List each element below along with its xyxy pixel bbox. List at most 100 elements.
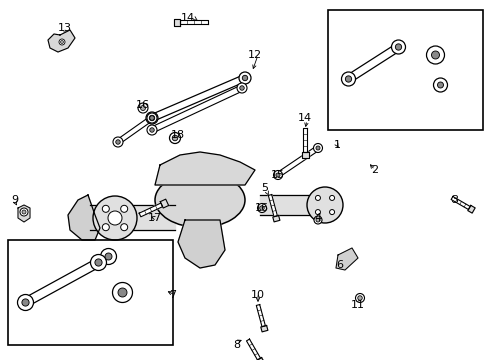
Circle shape [275,173,280,177]
Circle shape [149,116,154,120]
Circle shape [341,72,355,86]
Circle shape [121,224,127,231]
Bar [327,10,482,130]
Circle shape [169,132,180,144]
Circle shape [237,83,246,93]
Circle shape [101,248,116,265]
Circle shape [355,293,364,302]
Circle shape [118,288,127,297]
Polygon shape [301,152,308,158]
Text: 18: 18 [171,130,184,140]
Polygon shape [256,305,265,327]
Circle shape [22,299,29,306]
Text: 13: 13 [58,23,72,33]
Circle shape [149,128,154,132]
Circle shape [426,46,444,64]
Circle shape [116,140,120,144]
Polygon shape [346,44,400,82]
Polygon shape [174,18,180,26]
Text: 11: 11 [350,300,364,310]
Text: 2: 2 [371,165,378,175]
Text: 16: 16 [254,203,268,213]
Polygon shape [150,85,243,133]
Circle shape [257,203,266,212]
Text: 4: 4 [314,213,321,223]
Polygon shape [150,75,246,121]
Circle shape [138,103,148,113]
Circle shape [18,294,34,310]
Polygon shape [276,146,319,177]
Circle shape [90,255,106,270]
Circle shape [102,205,109,212]
Text: 14: 14 [181,13,195,23]
Circle shape [315,146,319,150]
Circle shape [93,196,137,240]
Polygon shape [116,116,153,144]
Circle shape [315,210,320,215]
Circle shape [433,78,447,92]
Circle shape [147,125,157,135]
Circle shape [430,51,439,59]
Polygon shape [260,195,325,215]
Circle shape [306,187,342,223]
Bar [8,240,173,345]
Text: 8: 8 [233,340,240,350]
Polygon shape [48,30,75,52]
Text: 10: 10 [250,290,264,300]
Circle shape [394,44,401,50]
Text: 6: 6 [336,260,343,270]
Circle shape [102,224,109,231]
Circle shape [345,76,351,82]
Circle shape [391,40,405,54]
Circle shape [357,296,362,300]
Circle shape [313,216,321,224]
Polygon shape [246,339,260,360]
Circle shape [315,218,319,222]
Polygon shape [272,216,279,222]
Circle shape [172,135,177,141]
Circle shape [59,39,65,45]
Text: 14: 14 [297,113,311,123]
Text: 17: 17 [148,213,162,223]
Polygon shape [90,205,175,230]
Circle shape [61,40,63,44]
Polygon shape [180,20,207,24]
Circle shape [239,86,244,90]
Text: 1: 1 [333,140,340,150]
Polygon shape [450,197,469,210]
Circle shape [22,210,26,214]
Text: 9: 9 [11,195,19,205]
Polygon shape [260,325,267,332]
Circle shape [108,211,122,225]
Polygon shape [256,357,264,360]
Circle shape [105,253,112,260]
Polygon shape [139,203,163,217]
Polygon shape [23,258,101,306]
Text: 3: 3 [450,195,458,205]
Circle shape [149,115,154,121]
Circle shape [140,105,145,111]
Polygon shape [68,195,100,240]
Polygon shape [18,205,30,222]
Circle shape [273,171,282,180]
Circle shape [329,210,334,215]
Circle shape [329,195,334,201]
Circle shape [242,75,247,81]
Polygon shape [268,194,277,217]
Circle shape [147,113,157,123]
Text: 7: 7 [169,290,176,300]
Circle shape [113,137,123,147]
Circle shape [20,208,28,216]
Circle shape [313,144,322,153]
Text: 12: 12 [247,50,262,60]
Text: 15: 15 [270,170,285,180]
Text: 5: 5 [261,183,268,193]
Circle shape [146,112,158,124]
Polygon shape [178,220,224,268]
Circle shape [95,259,102,266]
Text: 16: 16 [136,100,150,110]
Polygon shape [467,206,474,213]
Circle shape [315,195,320,201]
Circle shape [437,82,443,88]
Polygon shape [335,248,357,270]
